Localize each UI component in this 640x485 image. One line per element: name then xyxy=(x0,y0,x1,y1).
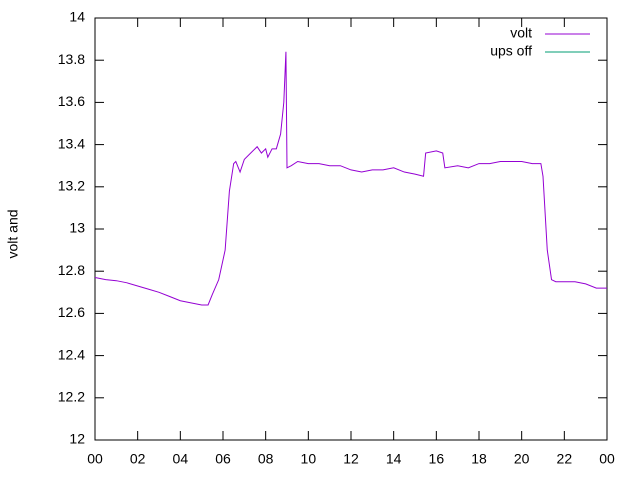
y-tick-label: 14 xyxy=(69,9,85,25)
y-tick-label: 12.8 xyxy=(58,262,85,278)
y-tick-label: 13.2 xyxy=(58,178,85,194)
x-tick-label: 02 xyxy=(130,451,146,467)
data-line xyxy=(94,51,607,306)
y-tick-label: 12.2 xyxy=(58,389,85,405)
legend-label: volt xyxy=(510,25,532,41)
x-tick-label: 08 xyxy=(258,451,274,467)
y-tick-label: 12.4 xyxy=(58,346,85,362)
y-axis-label: volt and xyxy=(5,209,21,258)
y-tick-label: 12.6 xyxy=(58,304,85,320)
y-tick-label: 12 xyxy=(69,431,85,447)
y-tick-label: 13.8 xyxy=(58,51,85,67)
y-tick-label: 13.6 xyxy=(58,93,85,109)
x-tick-label: 00 xyxy=(87,451,103,467)
x-tick-label: 14 xyxy=(386,451,402,467)
x-tick-label: 12 xyxy=(343,451,359,467)
legend-label: ups off xyxy=(490,43,532,59)
x-tick-label: 22 xyxy=(557,451,573,467)
x-tick-label: 18 xyxy=(471,451,487,467)
y-tick-label: 13 xyxy=(69,220,85,236)
x-tick-label: 20 xyxy=(514,451,530,467)
x-tick-label: 04 xyxy=(173,451,189,467)
x-tick-label: 10 xyxy=(301,451,317,467)
x-tick-label: 16 xyxy=(429,451,445,467)
y-tick-label: 13.4 xyxy=(58,135,85,151)
x-tick-label: 06 xyxy=(215,451,231,467)
x-tick-label: 00 xyxy=(599,451,615,467)
